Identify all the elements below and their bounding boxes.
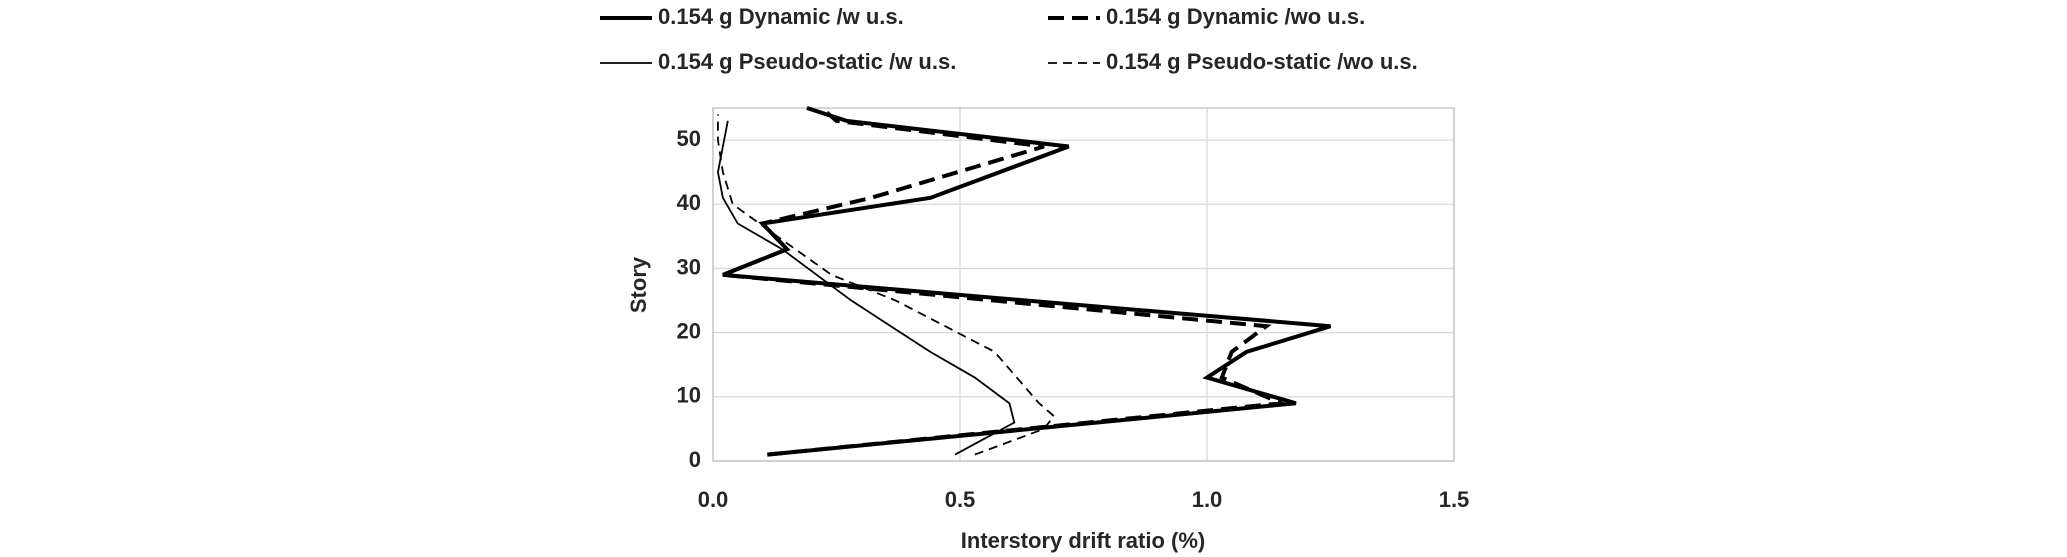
legend-label: 0.154 g Dynamic /w u.s. xyxy=(658,4,904,29)
x-axis-title: Interstory drift ratio (%) xyxy=(961,528,1205,553)
y-tick-label: 0 xyxy=(689,447,701,472)
y-tick-label: 40 xyxy=(677,190,701,215)
data-line xyxy=(722,106,1289,457)
y-tick-label: 10 xyxy=(677,383,701,408)
plot-border xyxy=(712,107,1455,462)
y-tick-label: 20 xyxy=(677,318,701,343)
y-tick-label: 30 xyxy=(677,254,701,279)
x-tick-label: 1.5 xyxy=(1439,487,1470,512)
data-line xyxy=(717,120,1016,456)
legend-label: 0.154 g Pseudo-static /w u.s. xyxy=(658,49,956,74)
x-tick-label: 0.5 xyxy=(945,487,976,512)
data-line xyxy=(722,106,1332,457)
y-tick-label: 50 xyxy=(677,126,701,151)
y-axis-title: Story xyxy=(626,256,651,313)
legend-label: 0.154 g Dynamic /wo u.s. xyxy=(1106,4,1365,29)
x-tick-label: 0.0 xyxy=(698,487,729,512)
x-tick-label: 1.0 xyxy=(1192,487,1223,512)
data-line xyxy=(717,114,1056,456)
legend-label: 0.154 g Pseudo-static /wo u.s. xyxy=(1106,49,1418,74)
